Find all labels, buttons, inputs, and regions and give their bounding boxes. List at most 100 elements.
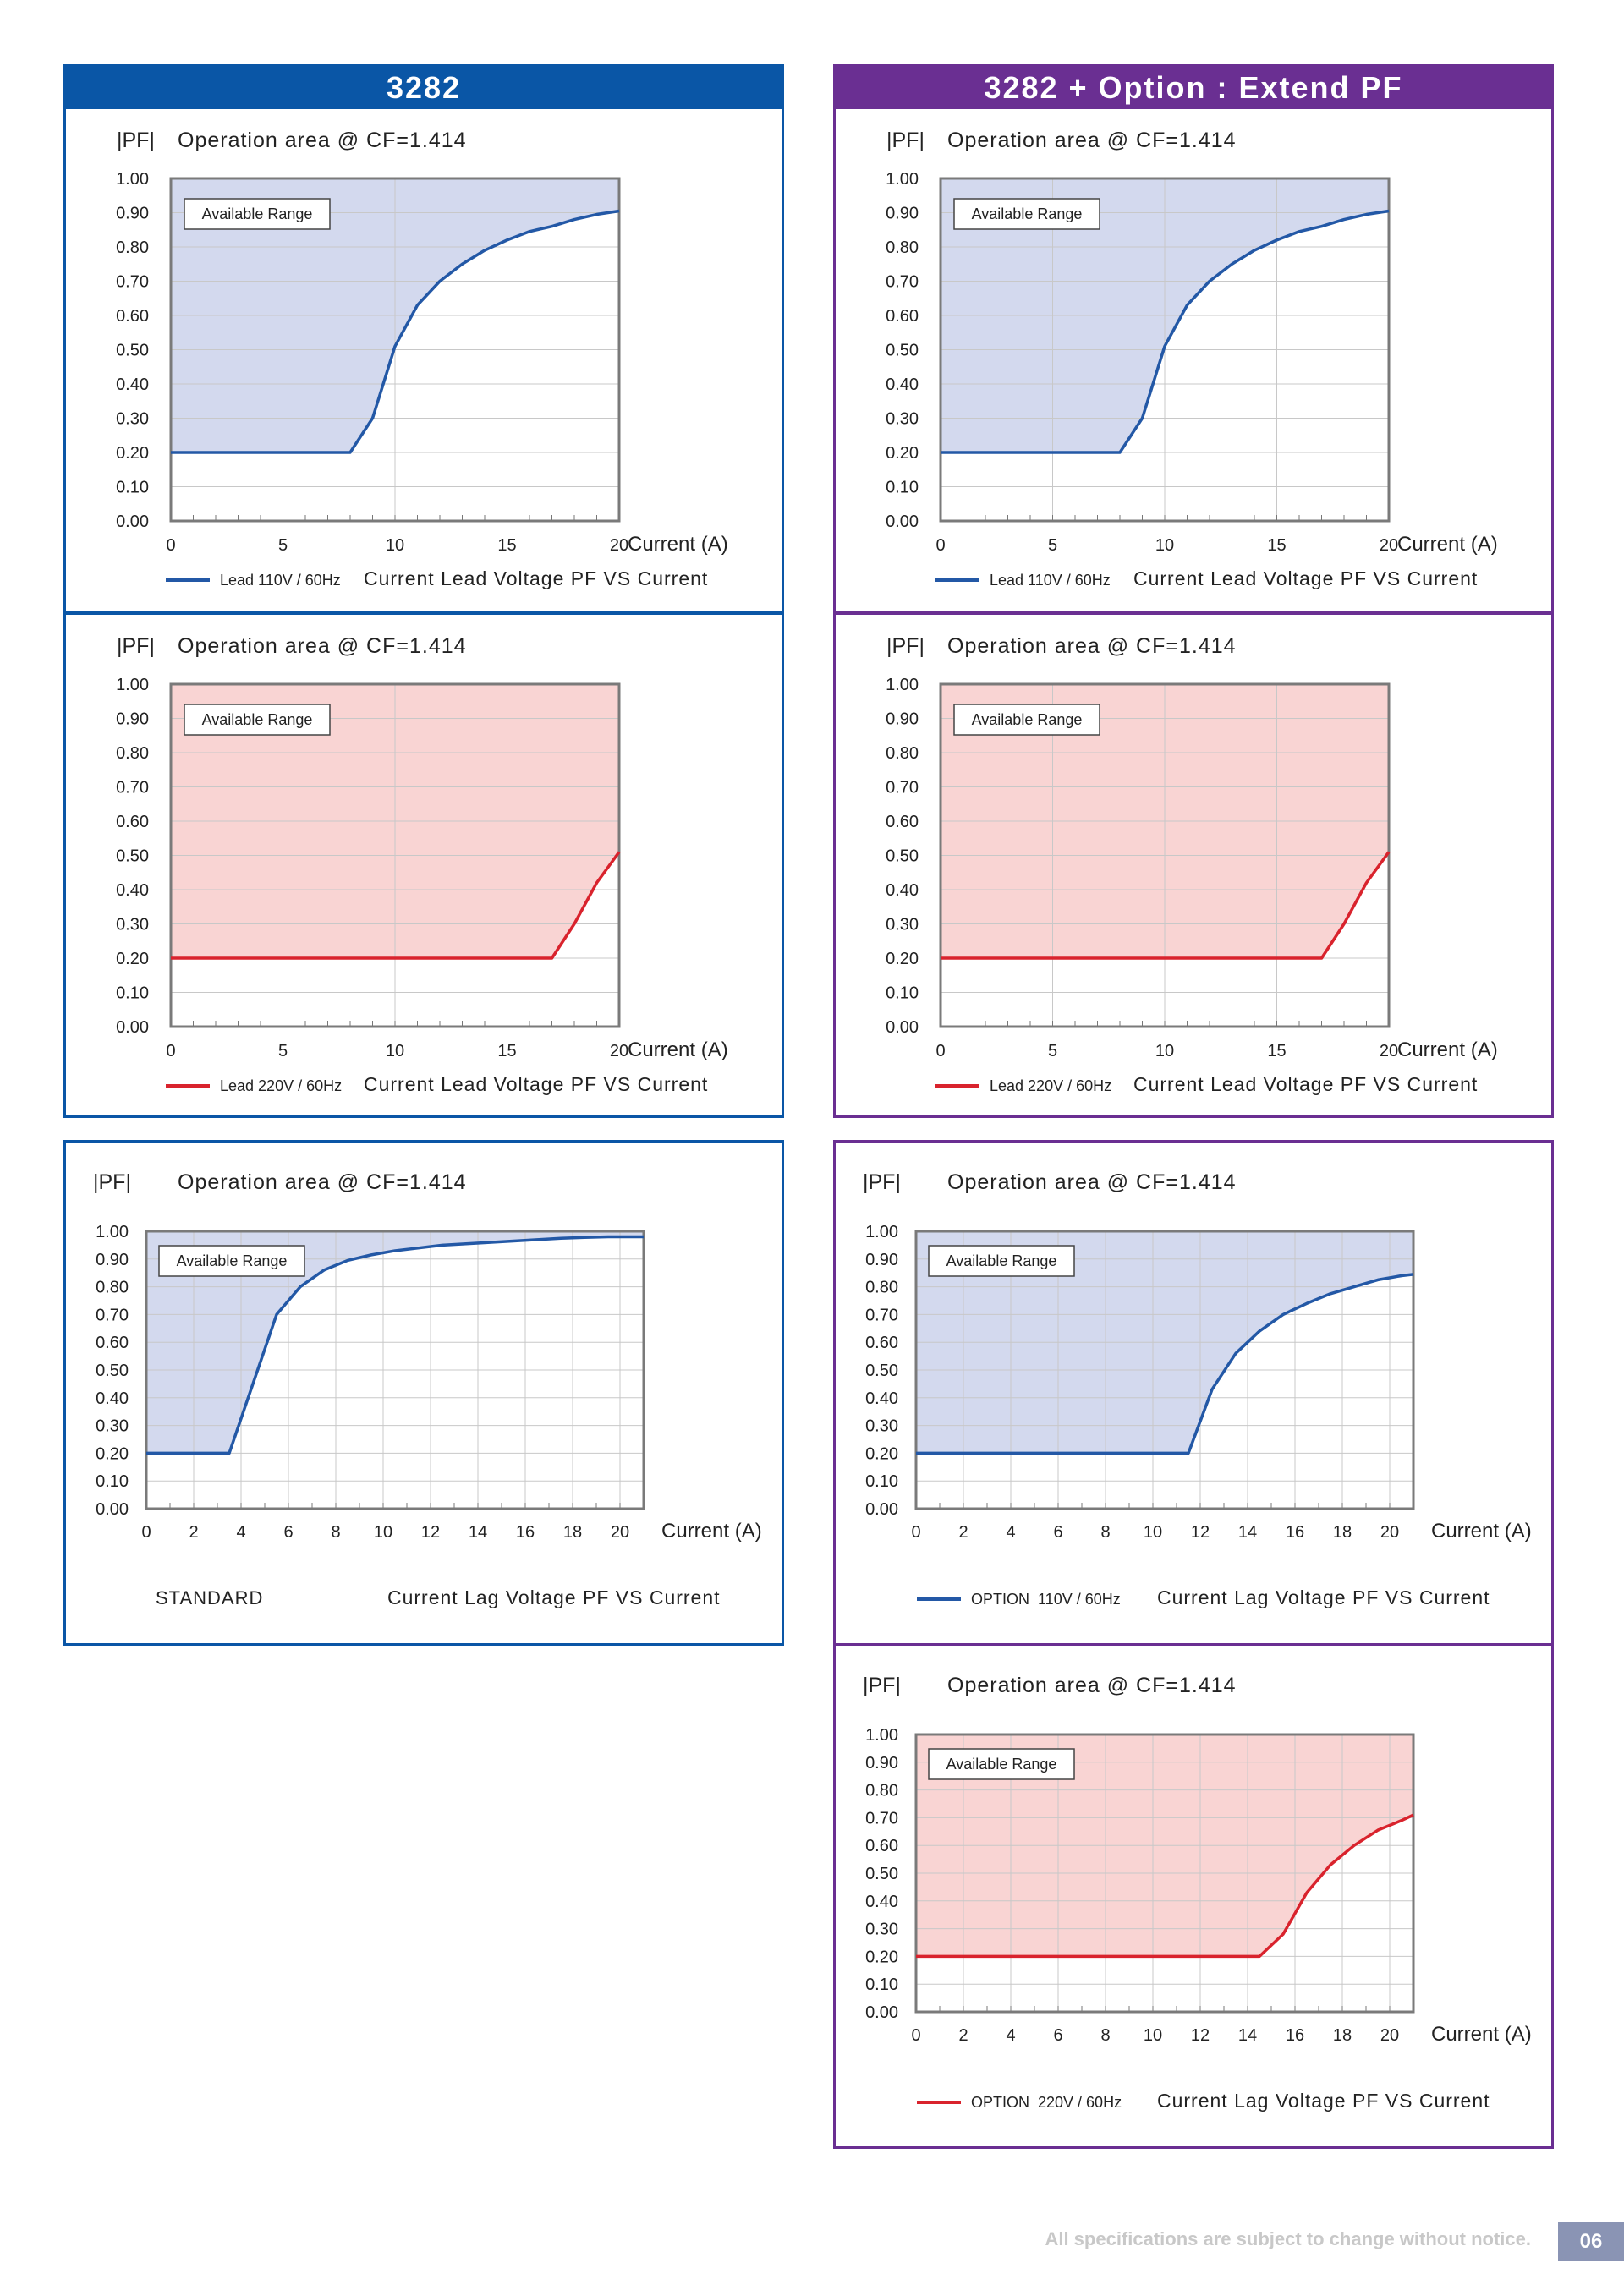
y-tick-label: 0.10 <box>865 1975 898 1994</box>
x-axis-label: Current (A) <box>628 533 728 556</box>
x-tick-label: 10 <box>1144 2026 1162 2045</box>
x-tick-label: 20 <box>1380 1042 1398 1060</box>
chart-panel-lag-standard: |PF| Operation area @ CF=1.414 1.00 0.90 0.8… <box>63 1140 784 1646</box>
x-tick-label: 0 <box>166 1042 175 1060</box>
x-tick-label: 6 <box>1053 1523 1062 1542</box>
legend-label: Lead 110V / 60Hz <box>220 572 341 589</box>
y-tick-label: 0.50 <box>116 847 149 866</box>
chart-caption: Current Lead Voltage PF VS Current <box>364 1073 708 1095</box>
x-tick-label: 10 <box>1144 1523 1162 1542</box>
y-tick-label: 0.70 <box>116 273 149 292</box>
y-tick-label: 1.00 <box>886 170 919 189</box>
plot-frame <box>145 1230 645 1510</box>
y-tick-label: 0.20 <box>96 1444 129 1463</box>
x-tick-label: 15 <box>497 536 516 555</box>
y-tick-label: 0.40 <box>96 1389 129 1408</box>
y-tick-label: 0.00 <box>865 2003 898 2022</box>
chart-panel-lead-110v-option: |PF| Operation area @ CF=1.414 1.00 0.90 0.8… <box>833 109 1554 614</box>
y-tick-label: 0.30 <box>116 916 149 934</box>
available-range-label: Available Range <box>946 1252 1057 1269</box>
pf-chart-svg: |PF| Operation area @ CF=1.414 1.00 0.90 0.8… <box>863 1170 1532 1608</box>
y-tick-label: 0.10 <box>116 984 149 1003</box>
x-tick-label: 10 <box>386 1042 404 1060</box>
y-tick-label: 0.30 <box>886 410 919 429</box>
chart-title: Operation area @ CF=1.414 <box>178 634 467 658</box>
y-tick-label: 0.70 <box>886 273 919 292</box>
chart-panel-lag-110v-option: |PF| Operation area @ CF=1.414 1.00 0.90 0.8… <box>833 1140 1554 1646</box>
x-tick-label: 2 <box>958 2026 968 2045</box>
available-range-box <box>953 198 1100 230</box>
y-tick-label: 0.90 <box>865 1754 898 1773</box>
chart-caption: Current Lag Voltage PF VS Current <box>1157 1586 1490 1608</box>
x-tick-label: 8 <box>1100 2026 1110 2045</box>
y-tick-label: 0.50 <box>116 342 149 360</box>
x-tick-label: 20 <box>611 1523 629 1542</box>
y-tick-label: 0.20 <box>865 1948 898 1966</box>
x-tick-label: 14 <box>1238 1523 1257 1542</box>
chart-caption: Current Lead Voltage PF VS Current <box>364 567 708 589</box>
x-tick-label: 15 <box>1267 536 1286 555</box>
x-tick-label: 4 <box>236 1523 245 1542</box>
y-tick-label: 1.00 <box>865 1726 898 1745</box>
left-column-header: 3282 <box>63 64 784 112</box>
pf-chart-svg: |PF| Operation area @ CF=1.414 1.00 0.90 0.8… <box>863 1674 1532 2112</box>
x-tick-label: 10 <box>1155 536 1174 555</box>
x-tick-label: 8 <box>331 1523 340 1542</box>
chart-caption: Current Lead Voltage PF VS Current <box>1133 567 1478 589</box>
chart-panel-lead-110v-standard: |PF| Operation area @ CF=1.414 1.00 0.90 0.8… <box>63 109 784 614</box>
pf-axis-label: |PF| <box>863 1170 901 1194</box>
available-range-box <box>953 704 1100 736</box>
y-tick-label: 0.70 <box>116 779 149 797</box>
available-range-label: Available Range <box>946 1756 1057 1773</box>
pf-chart-svg: |PF| Operation area @ CF=1.414 1.00 0.90 0.8… <box>116 634 728 1095</box>
chart-caption: Current Lag Voltage PF VS Current <box>387 1586 721 1608</box>
y-tick-label: 1.00 <box>886 676 919 694</box>
y-tick-label: 0.50 <box>96 1362 129 1380</box>
x-tick-label: 20 <box>1380 536 1398 555</box>
x-tick-label: 0 <box>141 1523 151 1542</box>
x-tick-label: 2 <box>958 1523 968 1542</box>
chart-panel-lead-220v-standard: |PF| Operation area @ CF=1.414 1.00 0.90 0.8… <box>63 612 784 1118</box>
x-tick-label: 5 <box>1048 1042 1057 1060</box>
y-tick-label: 0.50 <box>865 1362 898 1380</box>
pf-series-line <box>916 1813 1414 1959</box>
y-tick-label: 0.70 <box>886 779 919 797</box>
x-tick-label: 18 <box>1333 1523 1352 1542</box>
y-tick-label: 0.80 <box>886 238 919 257</box>
y-tick-label: 0.40 <box>886 375 919 394</box>
legend-standard-label: STANDARD <box>156 1587 263 1608</box>
y-tick-label: 0.20 <box>116 444 149 463</box>
available-range-box <box>158 1245 305 1277</box>
y-tick-label: 0.60 <box>886 813 919 831</box>
available-range-label: Available Range <box>972 711 1083 728</box>
plot-frame <box>169 177 621 523</box>
y-tick-label: 0.20 <box>116 950 149 968</box>
x-tick-label: 2 <box>189 1523 198 1542</box>
y-tick-label: 1.00 <box>96 1223 129 1241</box>
y-tick-label: 0.90 <box>886 205 919 223</box>
x-axis-label: Current (A) <box>628 1038 728 1061</box>
y-tick-label: 1.00 <box>116 170 149 189</box>
chart-title: Operation area @ CF=1.414 <box>178 1170 467 1194</box>
y-tick-label: 0.00 <box>886 512 919 531</box>
x-axis-label: Current (A) <box>1431 1520 1532 1543</box>
x-tick-label: 10 <box>1155 1042 1174 1060</box>
available-range-label: Available Range <box>202 711 313 728</box>
y-tick-label: 0.30 <box>865 1417 898 1436</box>
chart-title: Operation area @ CF=1.414 <box>947 129 1237 152</box>
y-tick-label: 0.40 <box>865 1389 898 1408</box>
x-tick-label: 20 <box>1380 2026 1399 2045</box>
y-tick-label: 0.40 <box>886 881 919 900</box>
x-tick-label: 18 <box>1333 2026 1352 2045</box>
y-tick-label: 0.60 <box>886 307 919 326</box>
pf-chart-svg: |PF| Operation area @ CF=1.414 1.00 0.90 0.8… <box>886 129 1498 589</box>
available-range-box <box>184 198 331 230</box>
y-tick-label: 0.00 <box>116 1018 149 1037</box>
y-tick-label: 0.60 <box>865 1334 898 1352</box>
x-tick-label: 10 <box>386 536 404 555</box>
y-tick-label: 0.90 <box>865 1251 898 1269</box>
x-tick-label: 10 <box>374 1523 392 1542</box>
chart-title: Operation area @ CF=1.414 <box>947 634 1237 658</box>
chart-caption: Current Lead Voltage PF VS Current <box>1133 1073 1478 1095</box>
plot-frame <box>939 177 1391 523</box>
